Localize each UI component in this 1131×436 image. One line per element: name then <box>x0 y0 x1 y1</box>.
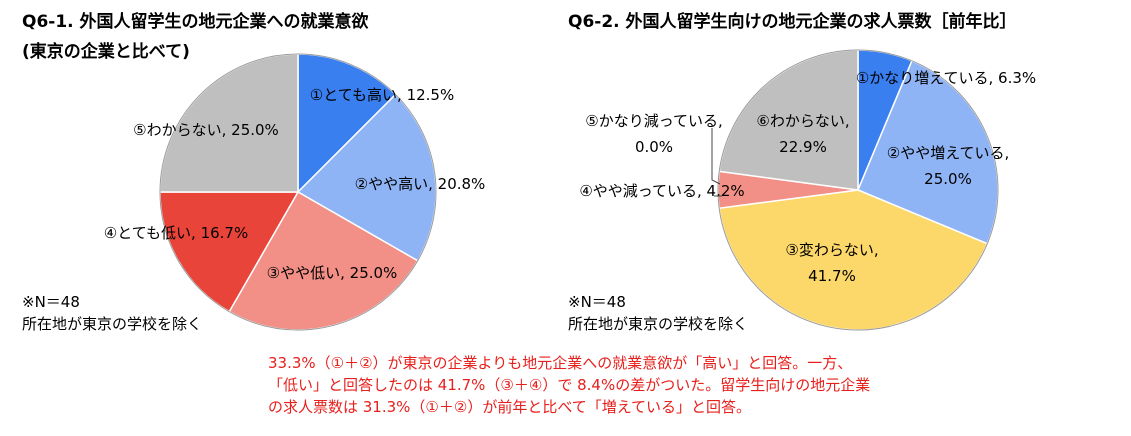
chart2-sample-note: ※N＝48 <box>568 293 626 311</box>
chart1-sample-note: ※N＝48 <box>22 293 80 311</box>
chart2-scope-note: 所在地が東京の学校を除く <box>568 315 749 333</box>
chart2-label-3: ③変わらない, 41.7% <box>785 241 878 285</box>
chart2-label-4: ④やや減っている, 4.2% <box>579 182 744 200</box>
chart2-label-1: ①かなり増えている, 6.3% <box>856 69 1036 87</box>
chart2-label-2: ②やや増えている, 25.0% <box>887 144 1009 188</box>
chart2-title: Q6-2. 外国人留学生向けの地元企業の求人票数［前年比］ <box>568 12 1017 32</box>
chart1-title: Q6-1. 外国人留学生の地元企業への就業意欲 <box>22 12 369 32</box>
chart1-label-1: ①とても高い, 12.5% <box>310 86 454 104</box>
chart2-leader-5 <box>711 128 721 185</box>
chart2-label-5: ⑤かなり減っている, 0.0% <box>585 112 722 156</box>
chart2-outline <box>717 49 999 331</box>
chart2-label-6: ⑥わからない, 22.9% <box>756 112 849 156</box>
summary-line-2: 「低い」と回答したのは 41.7%（③＋④）で 8.4%の差がついた。留学生向け… <box>268 376 871 394</box>
summary-line-3: の求人票数は 31.3%（①＋②）が前年と比べて「増えている」と回答。 <box>268 398 751 416</box>
chart1-label-5: ⑤わからない, 25.0% <box>133 121 279 139</box>
chart1-label-4: ④とても低い, 16.7% <box>104 224 248 242</box>
chart1-outline <box>159 53 437 331</box>
summary-text: 33.3%（①＋②）が東京の企業よりも地元企業への就業意欲が「高い」と回答。一方… <box>268 352 988 418</box>
chart1-scope-note: 所在地が東京の学校を除く <box>22 315 203 333</box>
chart1-subtitle: (東京の企業と比べて) <box>22 42 190 62</box>
chart1-label-2: ②やや高い, 20.8% <box>355 175 486 193</box>
summary-line-1: 33.3%（①＋②）が東京の企業よりも地元企業への就業意欲が「高い」と回答。一方… <box>268 354 853 372</box>
chart1-label-3: ③やや低い, 25.0% <box>267 264 398 282</box>
